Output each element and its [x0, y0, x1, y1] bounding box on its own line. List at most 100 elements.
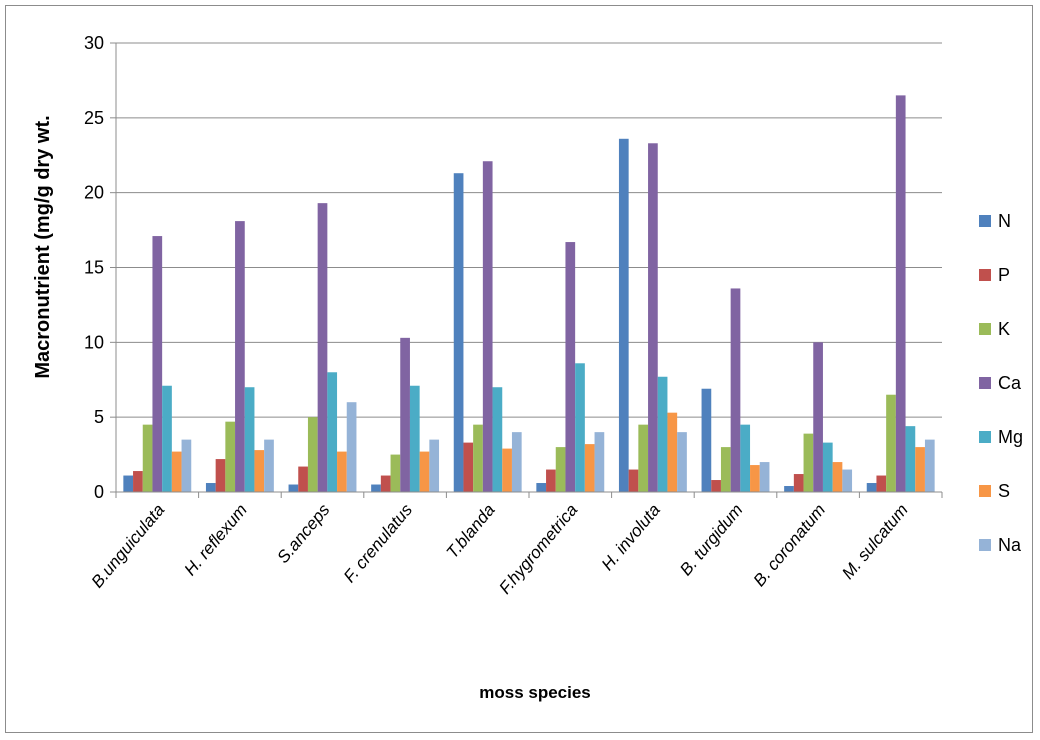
bar-na: [511, 432, 522, 492]
bar-s: [584, 444, 595, 492]
bar-n: [618, 138, 629, 492]
x-tick-label: B. turgidum: [676, 500, 746, 579]
bar-n: [205, 483, 216, 492]
bar-mg: [409, 385, 420, 492]
legend-swatch-k: [979, 323, 991, 335]
bar-na: [759, 462, 770, 492]
bar-s: [419, 451, 430, 492]
bar-s: [750, 465, 760, 492]
bar-n: [866, 483, 877, 492]
bar-ca: [813, 342, 823, 492]
y-tick-label: 15: [84, 258, 104, 278]
bar-n: [784, 486, 794, 492]
bar-ca: [482, 161, 493, 492]
legend: N P K Ca Mg S Na: [979, 211, 1023, 555]
legend-swatch-mg: [979, 431, 991, 443]
bar-na: [429, 439, 440, 492]
bar-mg: [740, 424, 751, 492]
bar-p: [546, 469, 556, 492]
bar-k: [803, 433, 814, 492]
bar-mg: [244, 387, 255, 492]
y-tick-label: 30: [84, 33, 104, 53]
chart-frame: 0 5 10 15 20 25 30 B.unguiculata H. reflexum S.an…: [5, 5, 1033, 733]
bar-p: [628, 469, 639, 492]
legend-label-mg: Mg: [998, 427, 1023, 447]
bar-s: [171, 451, 182, 492]
bar-ca: [730, 288, 741, 492]
bar-ca: [152, 236, 163, 492]
y-axis-title: Macronutrient (mg/g dry wt.: [32, 115, 54, 378]
y-tick-label: 0: [94, 482, 104, 502]
gridlines: [116, 42, 942, 418]
x-tick-label: S.anceps: [273, 500, 333, 567]
bar-chart: 0 5 10 15 20 25 30 B.unguiculata H. reflexum S.an…: [32, 33, 1023, 702]
bar-ca: [400, 337, 410, 492]
bar-na: [924, 439, 935, 492]
bar-k: [307, 417, 318, 492]
bar-k: [638, 424, 649, 492]
bar-p: [215, 459, 226, 492]
x-axis-title: moss species: [479, 683, 591, 702]
legend-label-s: S: [998, 481, 1010, 501]
legend-swatch-s: [979, 485, 991, 497]
bar-na: [842, 469, 853, 492]
bar-n: [371, 484, 381, 492]
bar-k: [142, 424, 153, 492]
bar-mg: [822, 442, 833, 492]
x-tick-label: F. crenulatus: [340, 500, 417, 586]
bar-mg: [492, 387, 503, 492]
bar-p: [793, 474, 804, 492]
x-tick-label: M. sulcatum: [838, 500, 911, 582]
bar-k: [720, 447, 731, 492]
bar-mg: [162, 385, 172, 492]
bar-p: [380, 475, 391, 492]
y-tick-label: 20: [84, 183, 104, 203]
bar-n: [453, 173, 464, 492]
bar-s: [254, 450, 265, 492]
legend-swatch-ca: [979, 377, 991, 389]
bar-p: [876, 475, 887, 492]
bar-k: [225, 421, 236, 492]
legend-label-p: P: [998, 265, 1010, 285]
bar-n: [701, 388, 712, 492]
bar-s: [667, 412, 678, 492]
legend-label-n: N: [998, 211, 1011, 231]
bar-ca: [235, 221, 245, 492]
legend-label-ca: Ca: [998, 373, 1022, 393]
bar-k: [473, 424, 483, 492]
bar-na: [346, 402, 357, 492]
bar-s: [832, 462, 843, 492]
bar-s: [502, 448, 512, 492]
bar-n: [123, 475, 134, 492]
bar-ca: [565, 242, 576, 492]
bar-p: [463, 442, 474, 492]
bar-n: [536, 483, 547, 492]
x-tick-label: H. involuta: [598, 500, 664, 574]
bar-mg: [905, 426, 916, 492]
bar-na: [181, 439, 192, 492]
x-tick-label: B.unguiculata: [88, 500, 169, 591]
bar-p: [711, 480, 721, 492]
bars: [123, 95, 935, 493]
x-tick-label: B. coronatum: [750, 500, 830, 590]
bar-na: [264, 439, 274, 492]
y-tick-label: 5: [94, 407, 104, 427]
bar-k: [555, 447, 566, 492]
bar-p: [298, 466, 308, 492]
bar-ca: [648, 143, 658, 492]
legend-swatch-na: [979, 539, 991, 551]
bar-ca: [895, 95, 906, 492]
x-tick-label: F.hygrometrica: [495, 500, 581, 597]
y-tick-label: 10: [84, 332, 104, 352]
x-tick-label: H. reflexum: [181, 500, 251, 579]
bar-mg: [327, 372, 338, 492]
legend-swatch-p: [979, 269, 991, 281]
bar-n: [288, 484, 299, 492]
x-tick-label: T.blanda: [443, 500, 499, 562]
bar-ca: [317, 203, 328, 493]
legend-label-k: K: [998, 319, 1010, 339]
bar-k: [390, 454, 401, 492]
bar-p: [133, 471, 143, 492]
bar-k: [886, 394, 896, 492]
bar-s: [337, 451, 347, 492]
